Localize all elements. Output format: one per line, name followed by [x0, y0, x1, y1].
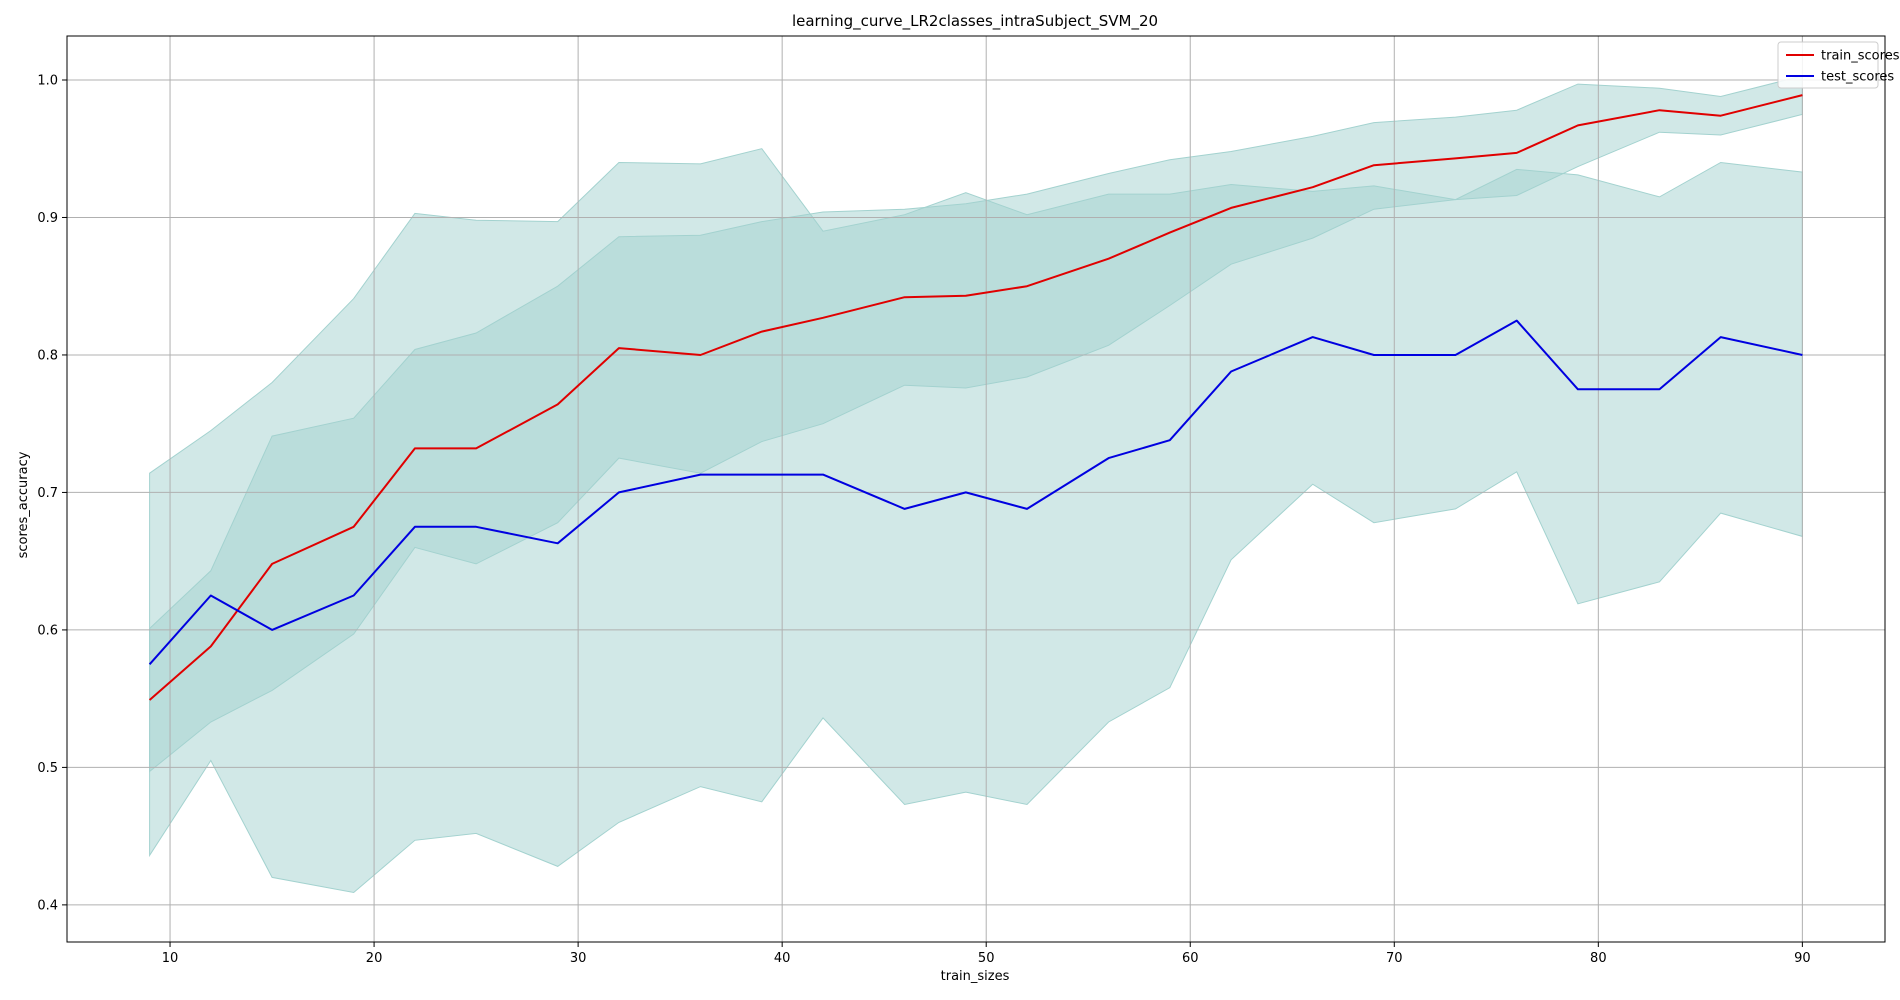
x-tick-label: 70: [1386, 951, 1403, 966]
chart-title: learning_curve_LR2classes_intraSubject_S…: [792, 12, 1158, 31]
y-tick-label: 0.4: [37, 898, 58, 913]
x-tick-label: 40: [774, 951, 791, 966]
y-tick-label: 0.9: [37, 211, 58, 226]
x-tick-label: 80: [1590, 951, 1607, 966]
legend-label-train-scores: train_scores: [1821, 49, 1900, 64]
x-tick-label: 20: [366, 951, 383, 966]
series-line-test-scores: [148, 319, 1803, 665]
x-tick-label: 30: [570, 951, 587, 966]
x-tick-label: 10: [162, 951, 179, 966]
x-tick-label: 60: [1182, 951, 1199, 966]
legend-label-test-scores: test_scores: [1821, 70, 1894, 85]
y-tick-label: 0.8: [37, 348, 58, 363]
axes-frame: [66, 35, 1886, 943]
plot-area: 10 20 30 40 50 60 70 80 90 0.4 0.5 0.6 0.7 0.8 0.9 1.0: [37, 35, 1886, 966]
x-tick-label: 90: [1794, 951, 1811, 966]
x-axis-label: train_sizes: [941, 969, 1010, 984]
y-tick-label: 0.7: [37, 486, 58, 501]
y-axis-label: scores_accuracy: [16, 451, 31, 558]
legend: train_scores test_scores: [1777, 41, 1900, 89]
series-line-train-scores: [148, 94, 1803, 701]
y-tick-label: 0.6: [37, 623, 58, 638]
y-tick-label: 1.0: [37, 73, 58, 88]
x-tick-label: 50: [978, 951, 995, 966]
y-tick-label: 0.5: [37, 761, 58, 776]
